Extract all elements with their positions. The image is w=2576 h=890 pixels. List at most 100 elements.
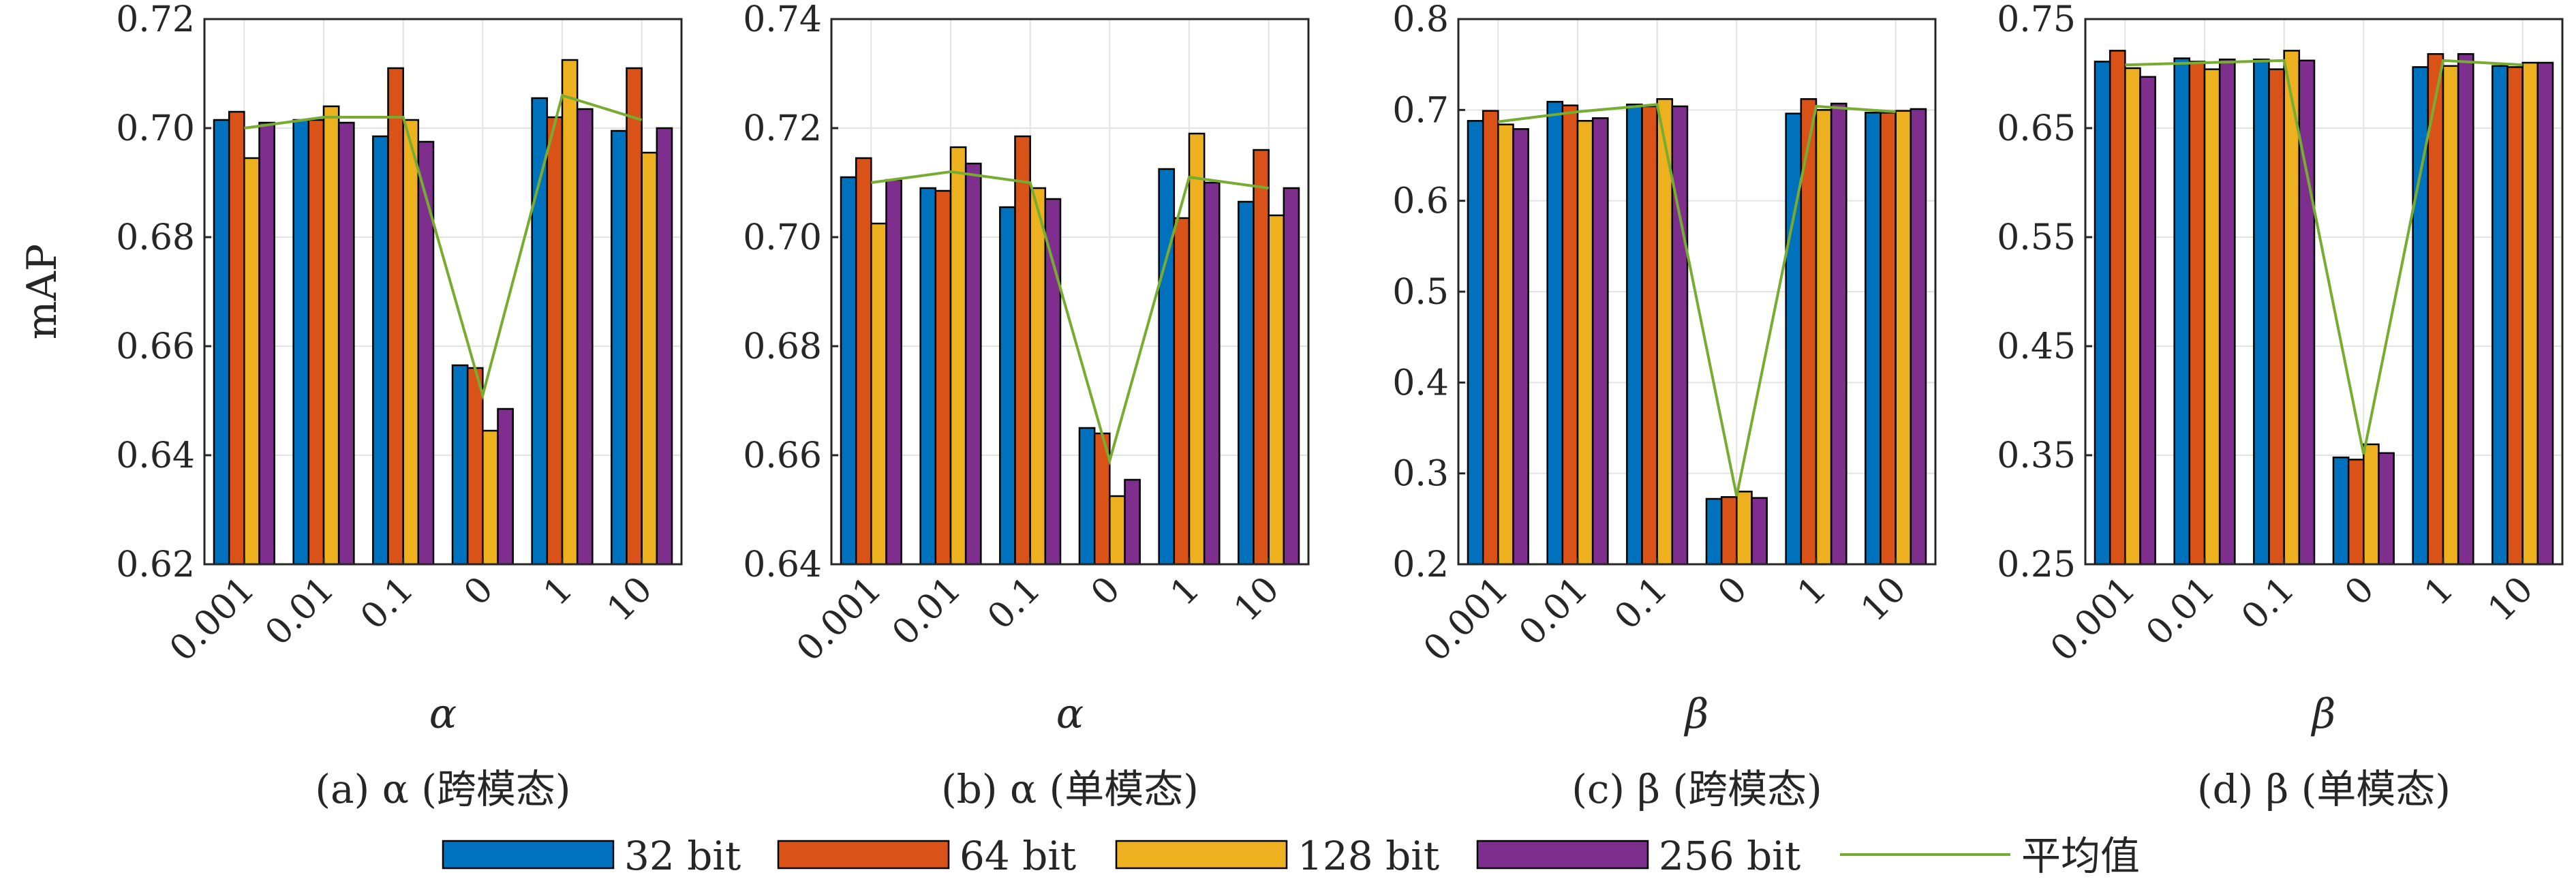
bar-128bit-0.01 — [1576, 120, 1594, 566]
bar-64bit-0.01 — [1561, 104, 1579, 566]
bar-64bit-10 — [1880, 112, 1897, 566]
bar-64bit-0.01 — [307, 119, 325, 566]
y-tick-label: 0.55 — [1997, 217, 2076, 258]
bar-32bit-0 — [2332, 456, 2350, 566]
x-tick-label: 0.1 — [1607, 569, 1676, 638]
bar-128bit-0.1 — [402, 119, 420, 566]
x-tick-label: 1 — [536, 569, 581, 614]
bar-256bit-10 — [1910, 108, 1927, 566]
x-tick-label: 1 — [1163, 569, 1208, 614]
bar-256bit-0 — [1751, 497, 1768, 566]
x-tick-label: 0.01 — [885, 569, 969, 654]
average-line — [871, 170, 1269, 466]
bar-128bit-0.001 — [243, 157, 260, 566]
bar-128bit-1 — [1815, 109, 1833, 566]
bar-256bit-0 — [497, 408, 514, 566]
bar-64bit-0.1 — [1641, 105, 1658, 566]
bar-64bit-0.1 — [1014, 135, 1031, 566]
bar-32bit-0 — [1078, 427, 1096, 566]
y-tick-label: 0.66 — [116, 326, 195, 367]
bar-32bit-0.1 — [372, 135, 389, 566]
x-tick-label: 10 — [600, 569, 660, 630]
bar-32bit-0.1 — [2253, 58, 2270, 566]
y-axis-title: mAP — [18, 244, 66, 340]
bar-256bit-0.001 — [2139, 76, 2156, 566]
y-tick-label: 0.6 — [1392, 181, 1449, 222]
y-tick-label: 0.70 — [743, 217, 822, 258]
x-axis-title: α — [429, 690, 457, 738]
average-line — [2125, 59, 2523, 455]
bar-32bit-1 — [531, 97, 549, 566]
y-tick-label: 0.64 — [116, 435, 195, 476]
y-tick-label: 0.25 — [1997, 544, 2076, 585]
x-tick-label: 0 — [1711, 569, 1755, 614]
bar-256bit-0.001 — [1512, 128, 1529, 566]
bar-64bit-0.001 — [228, 110, 245, 566]
bar-128bit-1 — [561, 59, 579, 566]
y-tick-label: 0.35 — [1997, 435, 2076, 476]
x-tick-label: 0 — [457, 569, 502, 614]
legend: 32 bit 64 bit 128 bit 256 bit 平均值 — [442, 833, 2140, 879]
bar-256bit-0.01 — [964, 162, 982, 566]
bar-256bit-10 — [656, 127, 673, 566]
x-tick-label: 10 — [1227, 569, 1287, 630]
panel-caption: (d) β (单模态) — [2197, 766, 2451, 812]
bar-32bit-0.1 — [1626, 104, 1643, 566]
y-tick-label: 0.3 — [1392, 454, 1449, 495]
x-tick-label: 1 — [1790, 569, 1835, 614]
y-tick-label: 0.62 — [116, 544, 195, 585]
bar-32bit-0.001 — [1467, 120, 1484, 566]
bar-256bit-10 — [1283, 187, 1300, 566]
legend-item: 平均值 — [1840, 833, 2140, 879]
bar-32bit-0.001 — [2094, 61, 2111, 566]
x-tick-label: 0.01 — [1512, 569, 1596, 654]
bar-256bit-0.1 — [1671, 105, 1689, 566]
bar-128bit-0.01 — [322, 105, 340, 566]
bar-256bit-0.01 — [1591, 117, 1609, 566]
x-tick-label: 10 — [1854, 569, 1914, 630]
legend-item: 128 bit — [1115, 833, 1439, 879]
bar-64bit-10 — [2506, 66, 2524, 566]
bar-128bit-0.1 — [1029, 187, 1047, 566]
bar-64bit-0.001 — [855, 157, 872, 566]
x-axis-title: α — [1056, 690, 1084, 738]
plot-frame — [830, 18, 1310, 566]
bar-128bit-10 — [1268, 214, 1285, 566]
y-tick-label: 0.66 — [743, 435, 822, 476]
x-tick-label: 0.01 — [2138, 569, 2223, 654]
bar-128bit-0.001 — [2124, 67, 2141, 566]
bar-128bit-1 — [2442, 65, 2459, 566]
bar-256bit-1 — [576, 108, 594, 566]
legend-item: 32 bit — [442, 833, 741, 879]
panel-caption: (b) α (单模态) — [941, 766, 1199, 812]
bar-32bit-10 — [2491, 65, 2509, 566]
y-tick-label: 0.70 — [116, 108, 195, 149]
legend-swatch — [1115, 840, 1288, 870]
y-tick-label: 0.4 — [1392, 363, 1449, 403]
bar-64bit-0.001 — [1482, 110, 1499, 566]
bar-32bit-0.001 — [840, 176, 857, 566]
y-tick-label: 0.65 — [1997, 108, 2076, 149]
x-tick-label: 0 — [1084, 569, 1129, 614]
bar-128bit-1 — [1188, 132, 1206, 566]
bar-64bit-0 — [2347, 459, 2365, 566]
panel-caption: (c) β (跨模态) — [1571, 766, 1822, 812]
bar-64bit-1 — [546, 116, 564, 566]
y-tick-label: 0.72 — [116, 0, 195, 40]
legend-label: 平均值 — [2021, 833, 2140, 879]
plot-frame — [203, 18, 683, 566]
bar-32bit-0.01 — [292, 119, 310, 566]
bar-32bit-0.01 — [919, 187, 937, 566]
x-axis-title: β — [1684, 690, 1709, 738]
bar-256bit-0.1 — [2298, 59, 2316, 566]
y-tick-label: 0.2 — [1392, 544, 1449, 585]
legend-label: 128 bit — [1298, 833, 1439, 879]
y-tick-label: 0.45 — [1997, 326, 2076, 367]
legend-swatch — [1476, 840, 1649, 870]
y-tick-label: 0.8 — [1392, 0, 1449, 40]
x-tick-label: 0 — [2337, 569, 2382, 614]
bar-128bit-10 — [1895, 110, 1912, 566]
bar-64bit-10 — [1253, 149, 1270, 566]
legend-label: 256 bit — [1659, 833, 1800, 879]
y-tick-label: 0.7 — [1392, 90, 1449, 131]
